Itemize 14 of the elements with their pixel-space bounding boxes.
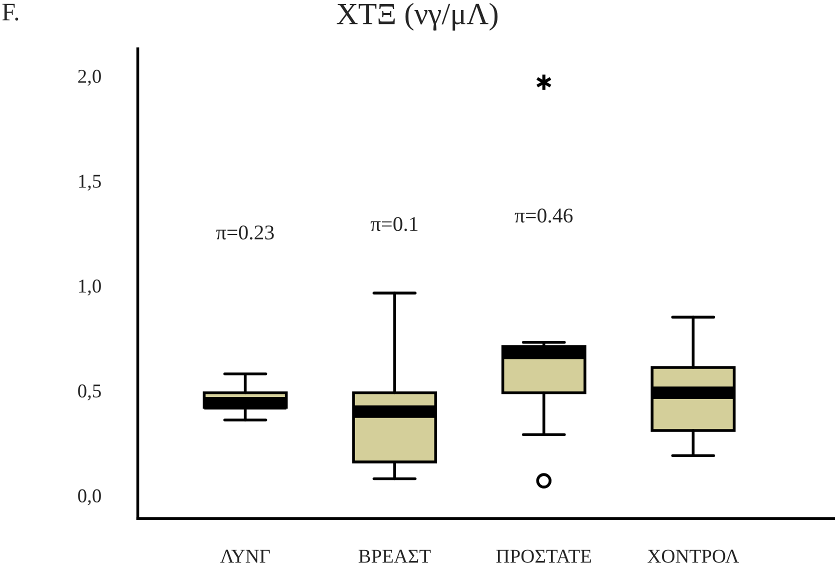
chart-title: ΧΤΞ (νγ/μΛ) [336, 2, 498, 31]
x-tick-label: ΠΡΟΣΤΑΤΕ [496, 550, 591, 563]
x-tick-label: ΧΟΝΤΡΟΛ [648, 550, 739, 563]
x-tick-label: ΒΡΕΑΣΤ [358, 550, 431, 563]
y-tick-label: 0,5 [78, 384, 101, 400]
x-tick-label: ΛΥΝΓ [220, 550, 270, 563]
y-tick-label: 1,0 [79, 280, 101, 296]
annotation: π=0.1 [370, 217, 418, 232]
annotation: π=0.46 [514, 208, 573, 223]
y-tick-label: 1,5 [79, 174, 101, 191]
text: F. [2, 4, 18, 21]
annotation: π=0.23 [216, 225, 274, 240]
y-tick-label: 0,0 [78, 489, 101, 506]
y-tick-label: 2,0 [78, 70, 101, 86]
